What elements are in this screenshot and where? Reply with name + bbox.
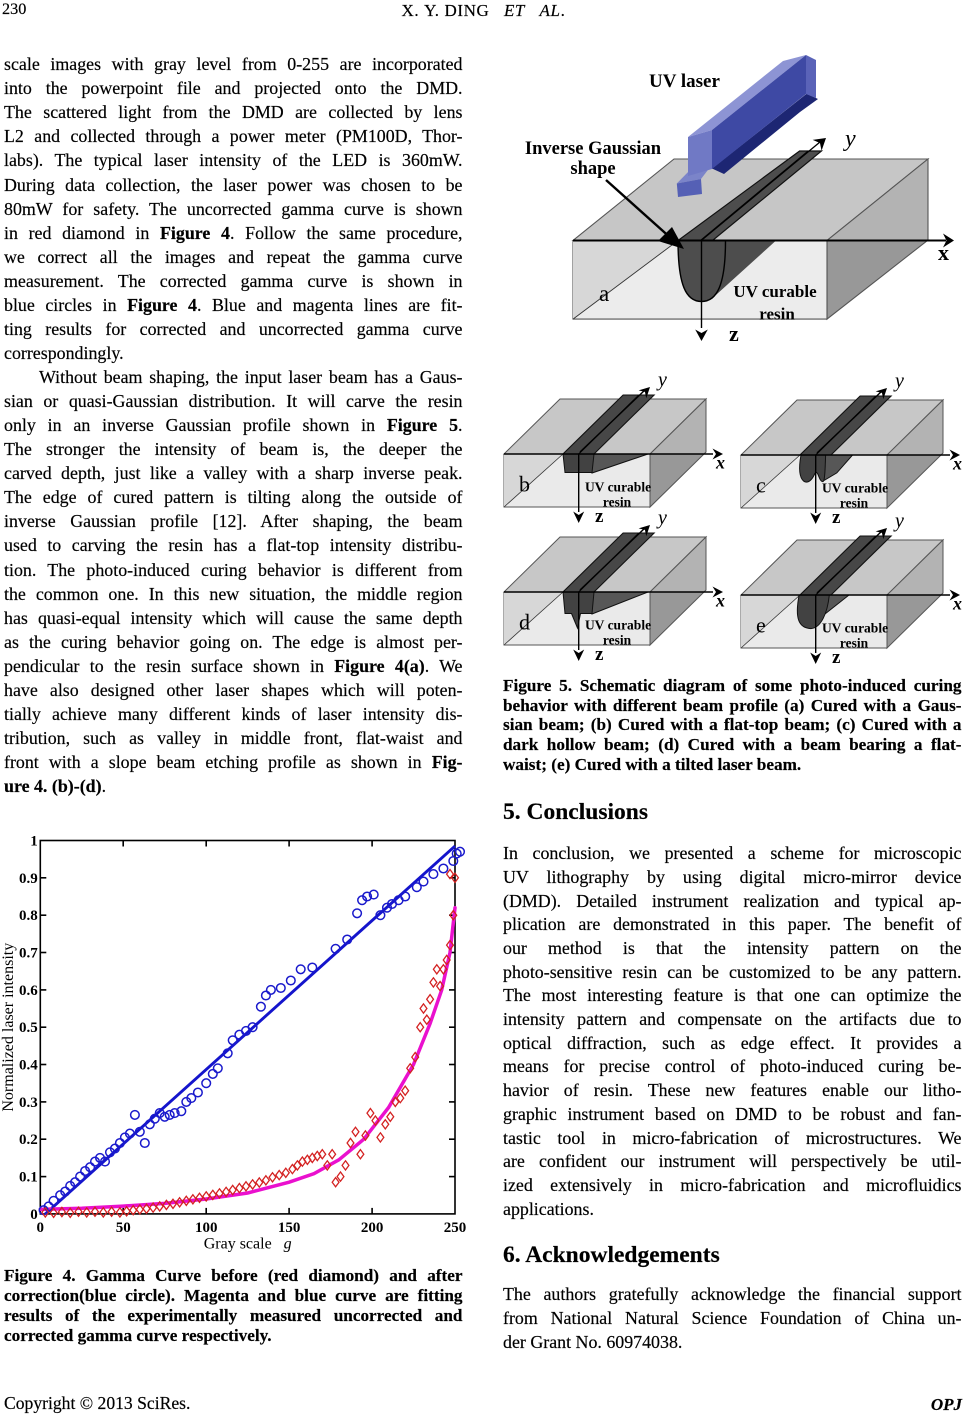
svg-text:0: 0 <box>37 1220 45 1236</box>
svg-text:Normalized laser intensity: Normalized laser intensity <box>0 943 17 1112</box>
svg-text:y: y <box>656 507 667 529</box>
svg-text:UV laser: UV laser <box>649 71 720 92</box>
svg-text:0: 0 <box>30 1207 38 1223</box>
svg-text:d: d <box>519 610 530 635</box>
svg-text:z: z <box>595 506 604 527</box>
svg-text:x: x <box>938 240 949 265</box>
svg-text:0.8: 0.8 <box>19 908 38 924</box>
svg-text:resin: resin <box>840 636 869 651</box>
svg-text:UV curable: UV curable <box>585 480 651 495</box>
svg-text:200: 200 <box>361 1220 384 1236</box>
svg-text:resin: resin <box>603 633 632 648</box>
svg-text:shape: shape <box>570 159 615 179</box>
svg-text:z: z <box>832 507 841 528</box>
svg-text:x: x <box>952 594 962 614</box>
svg-text:0.6: 0.6 <box>19 983 38 999</box>
svg-text:250: 250 <box>444 1220 467 1236</box>
svg-text:0.1: 0.1 <box>19 1170 38 1186</box>
svg-text:0.4: 0.4 <box>19 1058 38 1074</box>
svg-text:0.2: 0.2 <box>19 1132 38 1148</box>
svg-text:y: y <box>893 510 904 532</box>
svg-text:y: y <box>893 370 904 392</box>
svg-text:UV curable: UV curable <box>822 481 888 496</box>
svg-text:resin: resin <box>603 495 632 510</box>
svg-text:e: e <box>756 613 766 638</box>
svg-text:x: x <box>952 454 962 474</box>
svg-text:b: b <box>519 472 530 497</box>
svg-text:UV curable: UV curable <box>585 618 651 633</box>
svg-text:a: a <box>599 281 609 306</box>
svg-text:50: 50 <box>116 1220 131 1236</box>
svg-text:150: 150 <box>278 1220 301 1236</box>
svg-text:resin: resin <box>840 496 869 511</box>
svg-text:Gray scale g: Gray scale g <box>204 1235 292 1252</box>
svg-text:0.3: 0.3 <box>19 1095 38 1111</box>
svg-text:0.5: 0.5 <box>19 1020 38 1036</box>
svg-text:z: z <box>832 647 841 668</box>
svg-text:y: y <box>843 126 856 152</box>
svg-text:c: c <box>756 473 766 498</box>
svg-text:y: y <box>656 369 667 391</box>
svg-text:UV curable: UV curable <box>822 621 888 636</box>
svg-text:0.9: 0.9 <box>19 871 38 887</box>
svg-text:0.7: 0.7 <box>19 946 38 962</box>
svg-text:x: x <box>715 591 725 611</box>
svg-text:resin: resin <box>759 305 795 324</box>
svg-text:1: 1 <box>30 834 38 850</box>
svg-text:z: z <box>595 644 604 665</box>
svg-text:z: z <box>729 321 739 346</box>
svg-text:x: x <box>715 453 725 473</box>
svg-text:Inverse Gaussian: Inverse Gaussian <box>525 139 662 159</box>
svg-text:UV curable: UV curable <box>733 282 817 301</box>
svg-text:100: 100 <box>195 1220 218 1236</box>
